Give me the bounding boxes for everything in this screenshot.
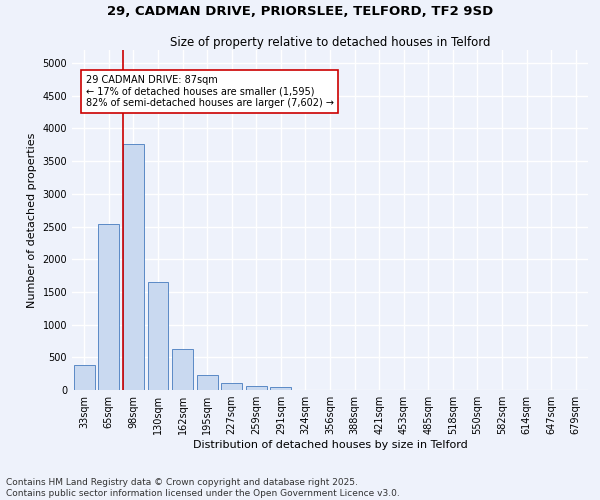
- Bar: [221, 384, 242, 390]
- Bar: [74, 364, 95, 390]
- Bar: [98, 224, 119, 390]
- Bar: [271, 388, 292, 390]
- Bar: [197, 375, 218, 390]
- Bar: [246, 386, 267, 390]
- X-axis label: Distribution of detached houses by size in Telford: Distribution of detached houses by size …: [193, 440, 467, 450]
- Text: 29 CADMAN DRIVE: 87sqm
← 17% of detached houses are smaller (1,595)
82% of semi-: 29 CADMAN DRIVE: 87sqm ← 17% of detached…: [86, 75, 334, 108]
- Bar: [123, 144, 144, 390]
- Title: Size of property relative to detached houses in Telford: Size of property relative to detached ho…: [170, 36, 490, 49]
- Bar: [172, 350, 193, 390]
- Bar: [148, 282, 169, 390]
- Text: 29, CADMAN DRIVE, PRIORSLEE, TELFORD, TF2 9SD: 29, CADMAN DRIVE, PRIORSLEE, TELFORD, TF…: [107, 5, 493, 18]
- Text: Contains HM Land Registry data © Crown copyright and database right 2025.
Contai: Contains HM Land Registry data © Crown c…: [6, 478, 400, 498]
- Y-axis label: Number of detached properties: Number of detached properties: [27, 132, 37, 308]
